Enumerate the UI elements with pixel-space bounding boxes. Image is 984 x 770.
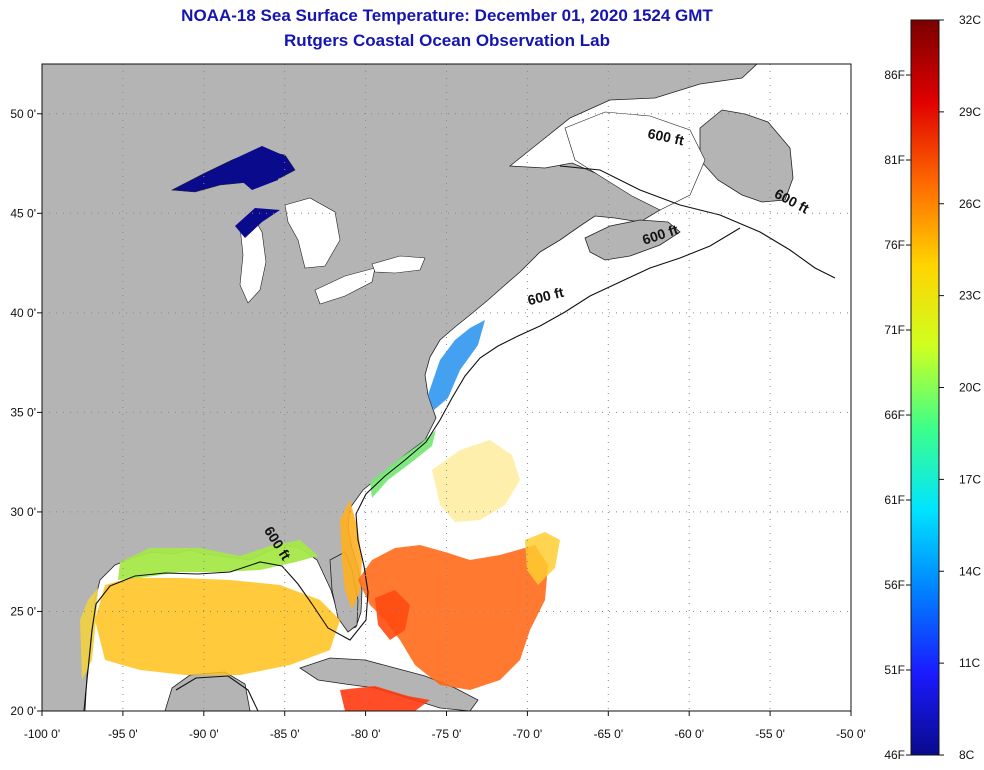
land-nova-scotia <box>584 219 681 261</box>
map-frame <box>41 63 852 712</box>
sst-gulf-interior <box>95 578 340 675</box>
fahrenheit-label: 81F <box>884 153 905 167</box>
colorbar-ticks: 32C 29C 26C 23C 20C 17C 14C 11C 8C 86F 81F 76F 71F 66… <box>884 13 981 762</box>
map-layers <box>42 64 836 711</box>
contour-label-600ft: 600 ft <box>646 125 685 148</box>
lat-tick-label: 50 0' <box>10 107 36 121</box>
fahrenheit-label: 56F <box>884 578 905 592</box>
celsius-label: 26C <box>959 197 981 211</box>
lat-tick-label: 35 0' <box>10 405 36 419</box>
fahrenheit-label: 71F <box>884 323 905 337</box>
lon-tick-label: -80 0' <box>351 727 381 741</box>
depth-contour-600ft <box>83 165 836 711</box>
sst-mid-atlantic <box>428 320 485 410</box>
lon-tick-label: -90 0' <box>189 727 219 741</box>
sst-great-lakes-superior <box>232 146 285 190</box>
fahrenheit-label: 46F <box>884 748 905 762</box>
celsius-label: 17C <box>959 472 981 486</box>
lake-huron <box>284 197 341 269</box>
lon-tick-label: -50 0' <box>836 727 866 741</box>
lat-tick-label: 45 0' <box>10 206 36 220</box>
land-newfoundland <box>699 109 794 203</box>
colorbar <box>910 19 940 756</box>
celsius-label: 8C <box>959 748 975 762</box>
sst-offshore-scatter <box>432 440 520 522</box>
sst-gulf-north-shelf <box>118 540 318 580</box>
celsius-label: 23C <box>959 289 981 303</box>
land-cuba <box>299 657 479 711</box>
sst-sargasso-patch <box>525 532 560 585</box>
lat-tick-label: 25 0' <box>10 604 36 618</box>
fahrenheit-label: 51F <box>884 663 905 677</box>
chart-subtitle: Rutgers Coastal Ocean Observation Lab <box>284 31 610 50</box>
lon-tick-label: -70 0' <box>513 727 543 741</box>
sst-gulf-stream <box>358 545 548 690</box>
sst-great-lakes-michigan <box>235 208 280 238</box>
lon-tick-label: -60 0' <box>674 727 704 741</box>
lat-tick-label: 40 0' <box>10 306 36 320</box>
lat-tick-label: 20 0' <box>10 704 36 718</box>
lake-erie <box>314 267 376 305</box>
latitude-axis: 50 0' 45 0' 40 0' 35 0' 30 0' 25 0' 20 0' <box>10 107 42 718</box>
fahrenheit-label: 61F <box>884 493 905 507</box>
fahrenheit-label: 66F <box>884 408 905 422</box>
lon-tick-label: -95 0' <box>108 727 138 741</box>
celsius-label: 20C <box>959 381 981 395</box>
celsius-label: 29C <box>959 105 981 119</box>
sst-caribbean-north <box>340 686 430 711</box>
fahrenheit-label: 76F <box>884 238 905 252</box>
lon-tick-label: -75 0' <box>432 727 462 741</box>
lake-ontario <box>371 255 426 274</box>
fahrenheit-label: 86F <box>884 68 905 82</box>
chart-title: NOAA-18 Sea Surface Temperature: Decembe… <box>181 6 713 25</box>
gulf-st-lawrence <box>564 111 706 211</box>
longitude-axis: -100 0' -95 0' -90 0' -85 0' -80 0' -75 0' -70… <box>24 711 866 741</box>
lon-tick-label: -55 0' <box>755 727 785 741</box>
lon-tick-label: -100 0' <box>24 727 60 741</box>
celsius-label: 11C <box>959 656 980 670</box>
lat-tick-label: 30 0' <box>10 505 36 519</box>
celsius-label: 14C <box>959 564 981 578</box>
sst-bahamas-bank <box>375 590 410 640</box>
lon-tick-label: -85 0' <box>270 727 300 741</box>
celsius-label: 32C <box>959 13 981 27</box>
lon-tick-label: -65 0' <box>593 727 623 741</box>
